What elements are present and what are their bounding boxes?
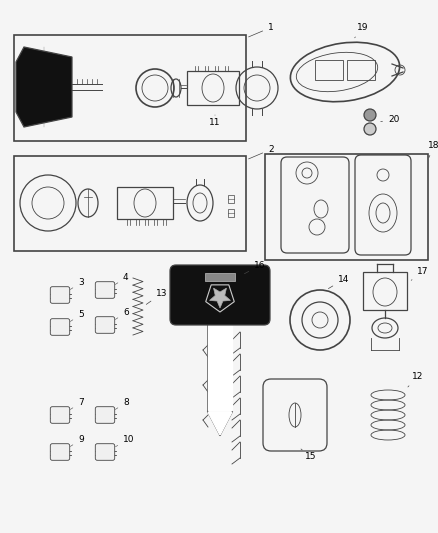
Text: 13: 13 — [146, 289, 167, 304]
Text: 16: 16 — [244, 261, 265, 273]
FancyBboxPatch shape — [170, 265, 270, 325]
Bar — [102, 409, 108, 413]
Bar — [14, 35, 246, 141]
FancyBboxPatch shape — [95, 282, 115, 298]
Bar — [228, 195, 234, 203]
FancyBboxPatch shape — [50, 407, 70, 423]
Text: 4: 4 — [115, 273, 129, 285]
FancyBboxPatch shape — [95, 407, 115, 423]
FancyBboxPatch shape — [95, 443, 115, 461]
Bar — [57, 321, 63, 325]
Bar — [205, 273, 235, 281]
Bar — [102, 446, 108, 450]
Text: 11: 11 — [209, 115, 221, 127]
Text: 9: 9 — [71, 435, 84, 447]
Bar — [347, 60, 375, 80]
Polygon shape — [206, 285, 234, 312]
Polygon shape — [208, 412, 232, 435]
Bar — [57, 409, 63, 413]
Text: 6: 6 — [115, 308, 129, 319]
Bar — [228, 209, 234, 217]
Bar — [265, 154, 428, 260]
Polygon shape — [208, 325, 232, 410]
Bar — [102, 319, 108, 323]
Text: 19: 19 — [355, 23, 368, 38]
FancyBboxPatch shape — [95, 317, 115, 333]
Text: 5: 5 — [71, 310, 84, 321]
Text: 15: 15 — [301, 449, 317, 461]
Bar — [102, 284, 108, 288]
FancyBboxPatch shape — [50, 443, 70, 461]
Text: 10: 10 — [116, 435, 134, 447]
Bar — [57, 289, 63, 293]
Circle shape — [364, 109, 376, 121]
Bar — [187, 71, 239, 105]
Bar — [117, 187, 173, 219]
Text: 20: 20 — [381, 115, 399, 124]
Bar — [14, 156, 246, 251]
Polygon shape — [16, 47, 72, 127]
Text: 3: 3 — [71, 278, 84, 289]
Bar — [363, 272, 407, 310]
Text: 12: 12 — [408, 372, 424, 387]
Text: 8: 8 — [115, 398, 129, 409]
Polygon shape — [209, 288, 230, 308]
FancyBboxPatch shape — [50, 319, 70, 335]
Text: 7: 7 — [71, 398, 84, 409]
Bar — [315, 60, 343, 80]
Text: 2: 2 — [248, 145, 274, 159]
Text: 14: 14 — [328, 275, 350, 288]
Text: 1: 1 — [248, 23, 274, 37]
Text: 17: 17 — [411, 267, 428, 280]
Circle shape — [364, 123, 376, 135]
Bar — [57, 446, 63, 450]
Text: 18: 18 — [428, 141, 438, 157]
FancyBboxPatch shape — [50, 287, 70, 303]
